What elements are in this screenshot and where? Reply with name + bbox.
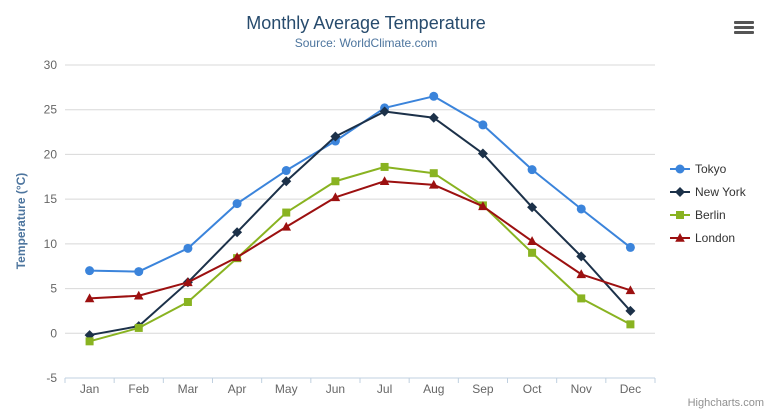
data-point-tokyo[interactable] (281, 166, 291, 176)
credits-link[interactable]: Highcharts.com (687, 397, 764, 409)
legend-item-berlin[interactable]: Berlin (670, 205, 746, 224)
diamond-marker-icon (670, 186, 690, 197)
data-point-london[interactable] (625, 285, 636, 295)
legend-item-tokyo[interactable]: Tokyo (670, 159, 746, 178)
y-axis-label: 20 (44, 147, 58, 161)
data-point-london[interactable] (428, 179, 439, 189)
data-point-berlin[interactable] (626, 320, 635, 329)
data-point-tokyo[interactable] (576, 204, 586, 214)
data-point-london[interactable] (133, 290, 144, 300)
y-axis-label: 10 (44, 237, 58, 251)
triangle-marker-glyph[interactable] (675, 232, 685, 242)
series-line-london[interactable] (89, 180, 631, 300)
x-axis-label: Oct (523, 382, 542, 396)
circle-marker-glyph[interactable] (675, 164, 685, 173)
data-point-tokyo[interactable] (478, 120, 488, 130)
data-point-berlin[interactable] (528, 248, 537, 257)
series-tokyo[interactable] (85, 91, 635, 277)
diamond-marker-glyph[interactable] (675, 186, 685, 197)
y-axis-label: -5 (46, 371, 57, 385)
circle-marker-icon (670, 164, 690, 173)
data-point-tokyo[interactable] (183, 243, 193, 253)
legend: Tokyo New York Berlin London (670, 159, 746, 247)
data-point-london[interactable] (478, 201, 488, 211)
data-point-new-york[interactable] (232, 227, 243, 238)
y-axis-label: 30 (44, 58, 58, 72)
y-axis-label: 15 (44, 192, 58, 206)
data-point-tokyo[interactable] (232, 199, 242, 209)
data-point-new-york[interactable] (477, 148, 488, 159)
x-axis-label: Nov (571, 382, 592, 396)
data-point-new-york[interactable] (576, 251, 587, 262)
chart-title: Monthly Average Temperature (246, 13, 486, 33)
square-marker-glyph[interactable] (676, 210, 684, 219)
data-point-london[interactable] (576, 269, 587, 279)
series-new-york[interactable] (84, 106, 636, 341)
data-point-tokyo[interactable] (527, 165, 537, 175)
data-point-tokyo[interactable] (429, 91, 439, 101)
data-point-london[interactable] (281, 221, 292, 231)
square-marker-icon (670, 210, 690, 219)
data-point-london[interactable] (183, 277, 193, 287)
x-axis-label: Jul (377, 382, 392, 396)
legend-item-label: New York (695, 184, 746, 199)
x-axis-label: Dec (620, 382, 641, 396)
data-point-london[interactable] (84, 293, 95, 303)
y-axis-label: 5 (50, 282, 57, 296)
x-axis-label: Sep (472, 382, 494, 396)
data-point-new-york[interactable] (527, 202, 538, 213)
data-point-new-york[interactable] (428, 112, 439, 123)
series-line-berlin[interactable] (89, 165, 631, 343)
hamburger-icon (731, 20, 757, 34)
series-london[interactable] (84, 176, 636, 303)
x-axis-label: Jan (80, 382, 99, 396)
data-point-berlin[interactable] (429, 169, 438, 178)
data-point-berlin[interactable] (85, 337, 94, 346)
data-point-london[interactable] (379, 176, 390, 186)
triangle-marker-icon (670, 232, 690, 242)
data-point-london[interactable] (232, 252, 242, 262)
data-point-berlin[interactable] (331, 177, 340, 186)
x-axis-label: May (275, 382, 298, 396)
y-axis-label: 25 (44, 103, 58, 117)
x-axis-label: Feb (128, 382, 149, 396)
data-point-berlin[interactable] (380, 162, 389, 171)
data-point-tokyo[interactable] (134, 267, 144, 277)
data-point-london[interactable] (330, 192, 341, 202)
data-point-tokyo[interactable] (85, 266, 95, 276)
data-point-new-york[interactable] (379, 106, 390, 117)
legend-item-label: Tokyo (695, 161, 727, 176)
series-line-new-york[interactable] (89, 110, 632, 337)
y-axis-label: 0 (50, 326, 57, 340)
data-point-berlin[interactable] (134, 323, 143, 332)
data-point-berlin[interactable] (282, 208, 291, 217)
data-point-new-york[interactable] (281, 176, 292, 187)
data-point-berlin[interactable] (577, 294, 586, 303)
series-line-tokyo[interactable] (89, 95, 632, 273)
legend-item-label: London (695, 230, 736, 245)
x-axis-label: Aug (423, 382, 444, 396)
data-point-new-york[interactable] (330, 131, 341, 142)
export-menu-button[interactable] (731, 18, 757, 38)
chart-subtitle: Source: WorldClimate.com (294, 36, 438, 50)
data-point-tokyo[interactable] (625, 242, 635, 252)
legend-item-label: Berlin (695, 207, 726, 222)
data-point-london[interactable] (527, 236, 537, 245)
x-axis-label: Jun (326, 382, 345, 396)
x-axis-label: Apr (228, 382, 247, 396)
legend-item-new-york[interactable]: New York (670, 182, 746, 201)
legend-item-london[interactable]: London (670, 228, 746, 247)
x-axis-label: Mar (178, 382, 199, 396)
data-point-berlin[interactable] (183, 297, 192, 306)
data-point-new-york[interactable] (625, 305, 636, 316)
